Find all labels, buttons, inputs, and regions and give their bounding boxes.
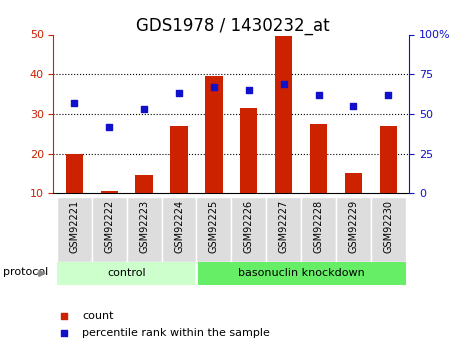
Bar (379, 126, 397, 233)
Point (175, 90, 183, 96)
Bar (66, 154, 83, 233)
Text: GDS1978 / 1430232_at: GDS1978 / 1430232_at (136, 17, 329, 35)
Text: protocol: protocol (3, 267, 48, 277)
Point (60, 330, 68, 336)
Bar (345, 173, 362, 233)
Point (60, 313, 68, 318)
Bar (336, 197, 371, 262)
Point (315, 92, 322, 98)
Text: GSM92227: GSM92227 (279, 200, 289, 253)
Bar (232, 197, 266, 262)
Point (210, 84, 218, 90)
Text: control: control (107, 268, 146, 278)
Point (280, 81, 287, 87)
Bar (57, 262, 196, 285)
Bar (275, 37, 292, 233)
Point (385, 92, 392, 98)
Text: GSM92228: GSM92228 (313, 200, 324, 253)
Bar (371, 197, 405, 262)
Bar (92, 197, 126, 262)
Text: GSM92229: GSM92229 (348, 200, 359, 253)
Bar (196, 197, 232, 262)
Point (140, 106, 148, 112)
Text: count: count (82, 311, 113, 321)
Text: GSM92223: GSM92223 (139, 200, 149, 253)
Bar (57, 197, 92, 262)
Bar (135, 175, 153, 233)
Bar (170, 126, 188, 233)
Text: GSM92226: GSM92226 (244, 200, 254, 253)
Text: basonuclin knockdown: basonuclin knockdown (238, 268, 365, 278)
Text: percentile rank within the sample: percentile rank within the sample (82, 328, 270, 338)
Bar (162, 197, 196, 262)
Text: GSM92225: GSM92225 (209, 200, 219, 253)
Text: GSM92222: GSM92222 (104, 200, 114, 253)
Point (106, 124, 113, 129)
Bar (301, 197, 336, 262)
Bar (266, 197, 301, 262)
Bar (240, 108, 258, 233)
Bar (126, 197, 162, 262)
Point (245, 87, 252, 93)
Bar (310, 124, 327, 233)
Point (350, 103, 357, 109)
Point (71, 100, 78, 106)
Text: GSM92224: GSM92224 (174, 200, 184, 253)
Bar (100, 191, 118, 233)
Text: GSM92221: GSM92221 (69, 200, 80, 253)
Text: GSM92230: GSM92230 (383, 200, 393, 253)
Bar (196, 262, 405, 285)
Bar (205, 76, 223, 233)
